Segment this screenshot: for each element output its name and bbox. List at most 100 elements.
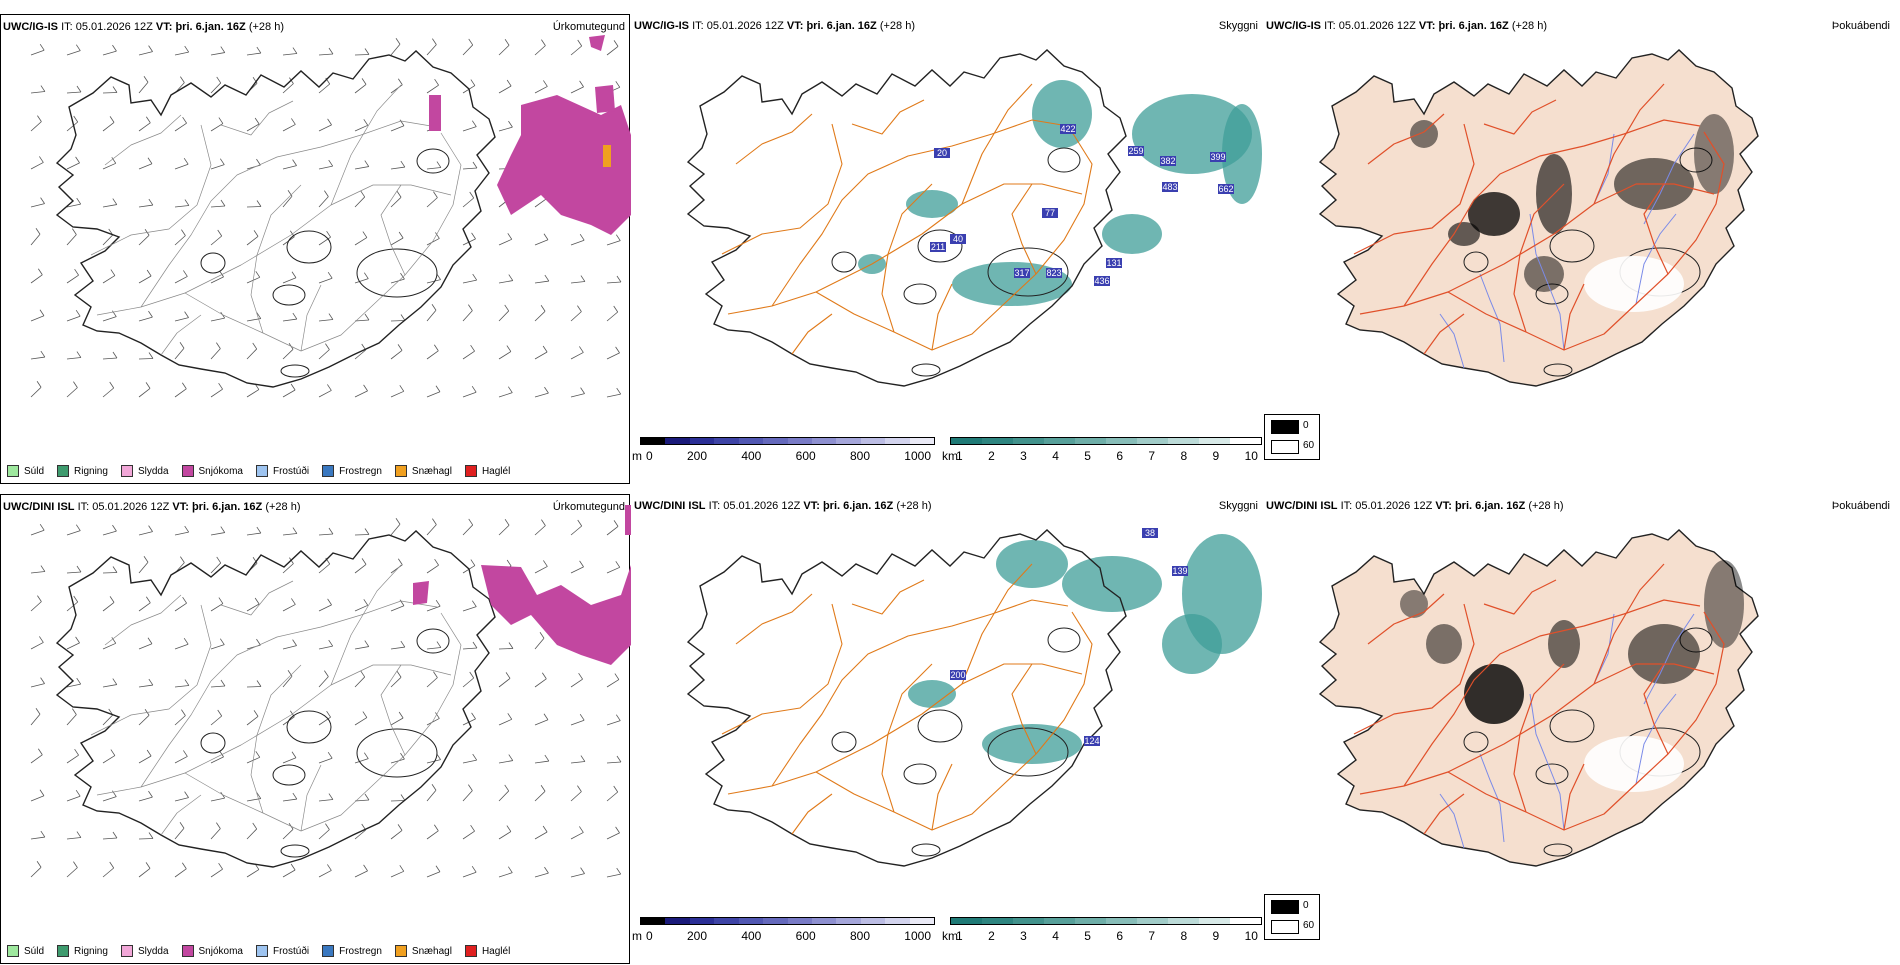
wind-barb-flag <box>254 710 258 716</box>
wind-barb <box>427 310 436 321</box>
wind-barb <box>391 718 403 725</box>
map-base <box>1320 530 1758 866</box>
wind-barb-flag <box>616 81 620 87</box>
wind-barb-flag <box>288 670 292 676</box>
wind-barb <box>391 197 401 207</box>
wind-barb-flag <box>470 672 474 678</box>
visibility-label: 200 <box>950 670 965 680</box>
wind-barb-flag <box>400 600 404 606</box>
fog-dense-area <box>1704 560 1744 648</box>
wind-barb-flag <box>616 347 620 353</box>
fog-map-2 <box>1264 494 1894 964</box>
road-line <box>331 85 401 205</box>
wind-barb-flag <box>616 715 620 721</box>
legend-swatch <box>121 945 133 957</box>
wind-barb-flag <box>581 756 585 762</box>
wind-barb <box>175 123 187 131</box>
wind-barb-flag <box>364 599 368 605</box>
wind-barb <box>427 872 440 877</box>
wind-barb <box>355 279 368 283</box>
wind-barb-flag <box>256 639 260 645</box>
wind-barb <box>391 279 404 283</box>
wind-barb <box>211 869 223 877</box>
wind-barb <box>499 352 511 359</box>
road-line <box>91 605 211 735</box>
wind-barb <box>31 162 43 169</box>
wind-barb <box>139 868 150 877</box>
legend-label: Slydda <box>138 466 169 477</box>
colorbar-cell <box>714 438 738 444</box>
wind-barb <box>175 52 189 55</box>
wind-barb-flag <box>581 868 585 874</box>
wind-barb <box>211 604 223 611</box>
wind-barb-flag <box>73 382 77 388</box>
wind-barb-flag <box>614 306 618 312</box>
wind-barb-flag <box>505 785 509 791</box>
coastline <box>57 531 495 867</box>
precip-type-panel-row1: UWC/IG-IS IT: 05.01.2026 12Z VT: þri. 6.… <box>0 14 630 484</box>
wind-barb <box>571 832 583 839</box>
visibility-label: 823 <box>1046 268 1061 278</box>
fog-legend-label: 60 <box>1303 440 1314 451</box>
wind-barb <box>499 832 511 839</box>
wind-barb-flag <box>508 121 512 127</box>
wind-barb <box>247 236 258 245</box>
wind-barb <box>31 572 45 573</box>
wind-barb-flag <box>364 865 368 871</box>
wind-barb-flag <box>77 832 81 838</box>
wind-barb <box>103 756 115 763</box>
wind-barb-flag <box>505 519 509 525</box>
wind-barb-flag <box>400 120 404 126</box>
wind-barb <box>499 873 512 877</box>
road-line <box>736 594 812 644</box>
wind-barb <box>391 830 402 839</box>
wind-barb-flag <box>364 273 368 279</box>
road-line <box>722 604 842 734</box>
wind-barb <box>31 387 41 397</box>
colorbar-cell <box>836 438 860 444</box>
fog-map-1 <box>1264 14 1894 484</box>
legend-item: Haglél <box>465 945 510 957</box>
road-line <box>381 665 405 755</box>
wind-barb <box>67 602 78 611</box>
wind-barb-flag <box>255 598 259 604</box>
wind-barb-flag <box>41 86 45 92</box>
wind-barb-flag <box>468 785 472 791</box>
colorbar-tick: 800 <box>850 449 870 463</box>
wind-barb <box>139 532 153 535</box>
visibility-label: 483 <box>1162 182 1177 192</box>
colorbar-cell <box>1013 918 1044 924</box>
wind-barb-flag <box>327 384 331 390</box>
precip-map-1 <box>1 15 631 485</box>
wind-barb <box>67 796 80 801</box>
snowfall-region <box>625 505 631 535</box>
wind-barb-flag <box>432 784 436 790</box>
wind-barb <box>319 534 333 535</box>
fog-legend-swatch <box>1271 920 1299 934</box>
colorbar-cell <box>1075 438 1106 444</box>
wind-barb-flag <box>36 228 40 234</box>
colorbar-cell <box>1137 918 1168 924</box>
wind-barb-flag <box>542 673 546 679</box>
visibility-label: 139 <box>1172 566 1187 576</box>
coastline <box>1320 50 1758 386</box>
wind-barb <box>463 168 477 169</box>
wind-barb-flag <box>469 39 473 45</box>
wind-barb-flag <box>362 78 366 84</box>
wind-barb <box>355 391 368 397</box>
wind-barb <box>103 276 115 283</box>
map-base <box>688 530 1126 866</box>
road-line <box>91 125 211 255</box>
wind-barb-flag <box>543 826 547 832</box>
wind-barb-flag <box>292 752 296 758</box>
wind-barb <box>391 350 402 359</box>
wind-barb <box>535 311 545 321</box>
glacier-outline <box>281 365 309 377</box>
wind-barb-flag <box>328 599 332 605</box>
wind-barb <box>427 831 438 839</box>
wind-barb <box>283 646 297 649</box>
wind-barb-flag <box>41 351 45 357</box>
wind-barb <box>31 642 43 649</box>
wind-barb <box>607 394 621 397</box>
